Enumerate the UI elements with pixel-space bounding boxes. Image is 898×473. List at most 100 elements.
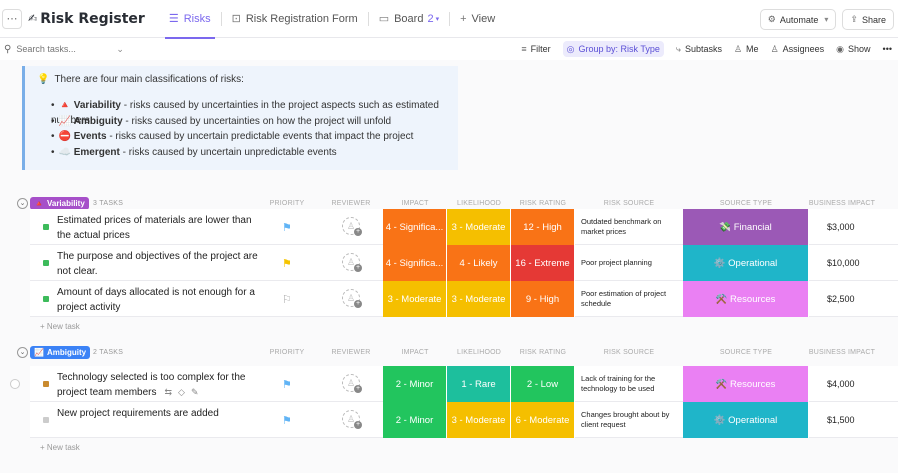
tab-board[interactable]: ▭ Board 2 ▾ [371, 0, 447, 38]
column-header-business-impact[interactable]: BUSINESS IMPACT [808, 199, 876, 207]
source-type-cell[interactable]: 💸 Financial [683, 209, 809, 245]
subtasks-button[interactable]: ⤷ Subtasks [676, 41, 722, 57]
tag-icon[interactable]: ◇ [178, 387, 185, 397]
column-header-risk-source[interactable]: RISK SOURCE [603, 348, 655, 356]
status-indicator[interactable] [43, 381, 49, 387]
automate-button[interactable]: ⚙ Automate ▾ [759, 9, 837, 30]
table-row[interactable]: Amount of days allocated is not enough f… [30, 281, 898, 317]
task-name[interactable]: Amount of days allocated is not enough f… [57, 285, 267, 315]
column-header-business-impact[interactable]: BUSINESS IMPACT [808, 348, 876, 356]
column-header-risk-rating[interactable]: RISK RATING [519, 199, 567, 207]
add-reviewer-button[interactable]: ♙ + [342, 289, 362, 308]
risk-rating-cell[interactable]: 9 - High [511, 281, 575, 317]
status-indicator[interactable] [43, 260, 49, 266]
risk-rating-cell[interactable]: 12 - High [511, 209, 575, 245]
user-icon: ♙ [346, 220, 356, 231]
add-view-button[interactable]: + View [452, 0, 503, 38]
column-header-priority[interactable]: PRIORITY [269, 348, 305, 356]
collapse-toggle-icon[interactable]: ⌄ [17, 197, 28, 209]
business-impact-cell[interactable]: $1,500 [827, 415, 855, 425]
impact-cell[interactable]: 4 - Significa... [383, 209, 447, 245]
column-header-source-type[interactable]: SOURCE TYPE [719, 199, 773, 207]
share-label: Share [861, 14, 886, 25]
likelihood-cell[interactable]: 3 - Moderate [447, 281, 511, 317]
add-reviewer-button[interactable]: ♙ + [342, 253, 362, 272]
table-row[interactable]: Technology selected is too complex for t… [30, 366, 898, 402]
business-impact-cell[interactable]: $3,000 [827, 222, 855, 232]
group-badge[interactable]: 🔺 Variability [30, 196, 89, 210]
column-header-impact[interactable]: IMPACT [401, 348, 429, 356]
task-name[interactable]: The purpose and objectives of the projec… [57, 249, 267, 279]
filter-button[interactable]: ≡ Filter [521, 41, 550, 57]
risk-source-cell[interactable]: Poor estimation of project schedule [581, 289, 667, 308]
column-header-reviewer[interactable]: REVIEWER [331, 199, 371, 207]
impact-cell[interactable]: 2 - Minor [383, 366, 447, 402]
me-button[interactable]: ♙ Me [734, 41, 759, 57]
priority-flag-icon[interactable]: ⚐ [282, 294, 292, 306]
risk-source-cell[interactable]: Changes brought about by client request [581, 410, 670, 429]
table-row[interactable]: Estimated prices of materials are lower … [30, 209, 898, 245]
table-row[interactable]: The purpose and objectives of the projec… [30, 245, 898, 281]
risk-rating-cell[interactable]: 6 - Moderate [511, 402, 575, 438]
search-input[interactable] [16, 44, 117, 54]
status-indicator[interactable] [43, 417, 49, 423]
risk-source-cell[interactable]: Outdated benchmark on market prices [581, 217, 662, 236]
column-header-likelihood[interactable]: LIKELIHOOD [456, 199, 501, 207]
source-type-cell[interactable]: ⚙️ Operational [683, 402, 809, 438]
add-reviewer-button[interactable]: ♙ + [342, 217, 362, 236]
source-type-cell[interactable]: ⚙️ Operational [683, 245, 809, 281]
assignees-button[interactable]: ♙ Assignees [771, 41, 825, 57]
share-button[interactable]: ⇪ Share [842, 9, 894, 30]
task-name[interactable]: Estimated prices of materials are lower … [57, 213, 267, 243]
tab-risks[interactable]: ☰ Risks [161, 0, 219, 39]
priority-flag-icon[interactable]: ⚑ [282, 258, 292, 270]
risk-rating-cell[interactable]: 2 - Low [511, 366, 575, 402]
more-options-button[interactable]: ••• [883, 41, 892, 57]
collapse-toggle-icon[interactable]: ⌄ [17, 346, 28, 358]
row-select-checkbox[interactable] [10, 379, 20, 389]
group-by-button[interactable]: ◎ Group by: Risk Type [562, 41, 664, 57]
likelihood-cell[interactable]: 4 - Likely [447, 245, 511, 281]
table-row[interactable]: New project requirements are added ⚑ ♙ + 2 -… [30, 402, 898, 438]
priority-flag-icon[interactable]: ⚑ [282, 379, 292, 391]
column-header-impact[interactable]: IMPACT [401, 199, 429, 207]
risk-source-cell[interactable]: Lack of training for the technology to b… [581, 374, 656, 393]
risk-rating-cell[interactable]: 16 - Extreme [511, 245, 575, 281]
edit-icon[interactable]: ✎ [190, 387, 199, 397]
business-impact-cell[interactable]: $2,500 [827, 294, 855, 304]
likelihood-cell[interactable]: 3 - Moderate [447, 209, 511, 245]
show-button[interactable]: ◉ Show [836, 41, 870, 57]
source-type-cell[interactable]: ⚒️ Resources [683, 366, 809, 402]
priority-flag-icon[interactable]: ⚑ [282, 415, 292, 427]
task-name[interactable]: New project requirements are added [57, 406, 267, 421]
column-header-reviewer[interactable]: REVIEWER [331, 348, 371, 356]
impact-cell[interactable]: 2 - Minor [383, 402, 447, 438]
column-header-likelihood[interactable]: LIKELIHOOD [456, 348, 501, 356]
column-header-risk-rating[interactable]: RISK RATING [519, 348, 567, 356]
subtask-icon[interactable]: ⇆ [164, 387, 173, 397]
user-icon: ♙ [346, 413, 356, 424]
business-impact-cell[interactable]: $10,000 [827, 258, 860, 268]
impact-cell[interactable]: 3 - Moderate [383, 281, 447, 317]
new-task-button[interactable]: + New task [40, 443, 80, 452]
add-reviewer-button[interactable]: ♙ + [342, 374, 362, 393]
group-badge[interactable]: 📈 Ambiguity [30, 345, 91, 359]
column-header-source-type[interactable]: SOURCE TYPE [719, 348, 773, 356]
chevron-down-icon[interactable]: ⌄ [116, 43, 124, 54]
task-name[interactable]: Technology selected is too complex for t… [57, 370, 267, 400]
new-task-button[interactable]: + New task [40, 322, 80, 331]
add-reviewer-button[interactable]: ♙ + [342, 410, 362, 429]
likelihood-cell[interactable]: 3 - Moderate [447, 402, 511, 438]
priority-flag-icon[interactable]: ⚑ [282, 222, 292, 234]
column-header-priority[interactable]: PRIORITY [269, 199, 305, 207]
business-impact-cell[interactable]: $4,000 [827, 379, 855, 389]
status-indicator[interactable] [43, 296, 49, 302]
risk-source-cell[interactable]: Poor project planning [581, 258, 652, 267]
column-header-risk-source[interactable]: RISK SOURCE [603, 199, 655, 207]
status-indicator[interactable] [43, 224, 49, 230]
tab-risk-registration-form[interactable]: ⊡ Risk Registration Form [224, 0, 366, 38]
source-type-cell[interactable]: ⚒️ Resources [683, 281, 809, 317]
impact-cell[interactable]: 4 - Significa... [383, 245, 447, 281]
likelihood-cell[interactable]: 1 - Rare [447, 366, 511, 402]
spinner-icon[interactable]: ⋯ [2, 8, 22, 29]
